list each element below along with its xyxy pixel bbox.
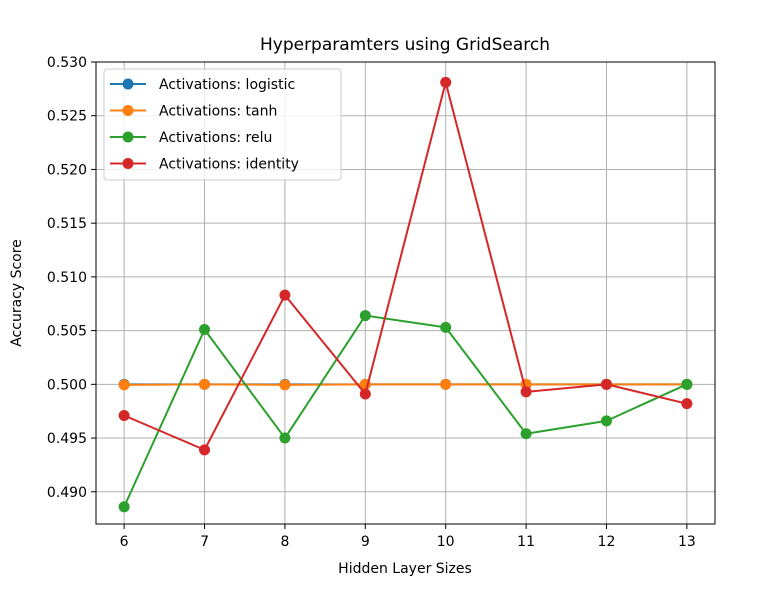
x-tick-label: 10 <box>437 534 455 550</box>
y-tick-label: 0.530 <box>47 55 87 71</box>
legend-marker-relu <box>122 131 134 143</box>
data-series <box>118 76 693 513</box>
y-tick-label: 0.500 <box>47 377 87 393</box>
plot-frame <box>95 61 716 525</box>
y-axis-label: Accuracy Score <box>9 239 25 347</box>
legend-label-relu: Activations: relu <box>159 130 272 146</box>
data-point-identity <box>520 386 532 398</box>
y-tick-label: 0.490 <box>47 485 87 501</box>
x-tick-label: 12 <box>598 534 616 550</box>
axis-ticks: 6 7 8 9 10 11 12 13 0.490 0.495 0.500 0.505 0.510 0.5… <box>47 55 696 550</box>
data-point-tanh <box>440 378 452 390</box>
x-tick-label: 9 <box>361 534 370 550</box>
data-point-identity <box>118 409 130 421</box>
series-identity <box>118 76 693 456</box>
x-tick-label: 8 <box>280 534 289 550</box>
data-point-identity <box>600 378 612 390</box>
series-line-relu <box>123 314 688 508</box>
data-point-identity <box>359 388 371 400</box>
y-tick-label: 0.510 <box>47 270 87 286</box>
data-point-relu <box>359 310 371 322</box>
y-tick-label: 0.525 <box>47 109 87 125</box>
data-point-identity <box>279 289 291 301</box>
y-tick-label: 0.520 <box>47 162 87 178</box>
legend-entry-identity: Activations: identity <box>110 157 299 173</box>
y-tick-label: 0.515 <box>47 216 87 232</box>
data-point-tanh <box>118 379 130 391</box>
series-line-tanh <box>124 383 687 386</box>
legend-box <box>103 68 342 181</box>
legend-entry-tanh: Activations: tanh <box>110 104 277 120</box>
data-point-relu <box>681 378 693 390</box>
legend-marker-identity <box>122 158 134 169</box>
legend: Activations: logistic Activations: tanh Ac… <box>103 68 342 181</box>
x-tick-label: 6 <box>120 534 129 550</box>
data-point-tanh <box>199 378 211 390</box>
data-point-identity <box>199 444 211 456</box>
legend-label-logistic: Activations: logistic <box>159 77 295 93</box>
data-point-relu <box>440 321 452 333</box>
y-tick-label: 0.505 <box>47 324 87 340</box>
data-point-relu <box>118 501 130 513</box>
data-point-relu <box>520 428 532 440</box>
x-tick-label: 13 <box>678 534 696 550</box>
series-relu <box>118 310 693 513</box>
data-point-relu <box>279 432 291 444</box>
y-tick-label: 0.495 <box>47 431 87 447</box>
x-tick-label: 7 <box>200 534 209 550</box>
chart-title: Hyperparamters using GridSearch <box>260 35 550 55</box>
data-point-identity <box>681 398 693 410</box>
series-line-identity <box>123 81 688 451</box>
legend-marker-tanh <box>122 105 134 116</box>
data-point-tanh <box>279 379 291 391</box>
legend-entry-relu: Activations: relu <box>110 130 272 146</box>
legend-label-tanh: Activations: tanh <box>159 104 277 120</box>
legend-marker-logistic <box>122 78 134 90</box>
data-point-relu <box>199 324 211 336</box>
data-point-relu <box>600 415 612 427</box>
x-axis-label: Hidden Layer Sizes <box>338 561 472 577</box>
x-tick-label: 11 <box>517 534 535 550</box>
legend-label-identity: Activations: identity <box>159 157 299 173</box>
data-point-identity <box>440 76 452 88</box>
legend-entry-logistic: Activations: logistic <box>110 77 295 93</box>
